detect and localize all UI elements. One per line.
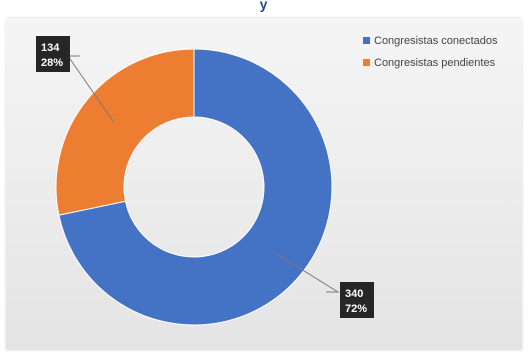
data-label-box-congresistas-conectados [340, 282, 374, 318]
donut-slices [55, 48, 333, 326]
data-label-box-congresistas-pendientes [36, 36, 70, 72]
data-labels: 340 72% 134 28% [36, 36, 374, 318]
legend-swatch-congresistas-conectados [363, 37, 370, 44]
donut-slice-congresistas-pendientes [55, 48, 195, 216]
data-label-percent-congresistas-pendientes: 28% [41, 57, 63, 69]
donut-slice-congresistas-conectados [58, 48, 333, 326]
legend-swatch-congresistas-pendientes [363, 59, 370, 66]
leader-line-congresistas-conectados [274, 252, 340, 293]
data-label-value-congresistas-conectados: 340 [345, 288, 363, 300]
data-label-percent-congresistas-conectados: 72% [345, 303, 367, 315]
legend: Congresistas conectados Congresistas pend… [363, 35, 498, 69]
chart-title-fragment: y [259, 0, 269, 12]
legend-label-congresistas-conectados: Congresistas conectados [374, 35, 498, 47]
legend-label-congresistas-pendientes: Congresistas pendientes [374, 57, 496, 69]
data-label-value-congresistas-pendientes: 134 [41, 42, 60, 54]
